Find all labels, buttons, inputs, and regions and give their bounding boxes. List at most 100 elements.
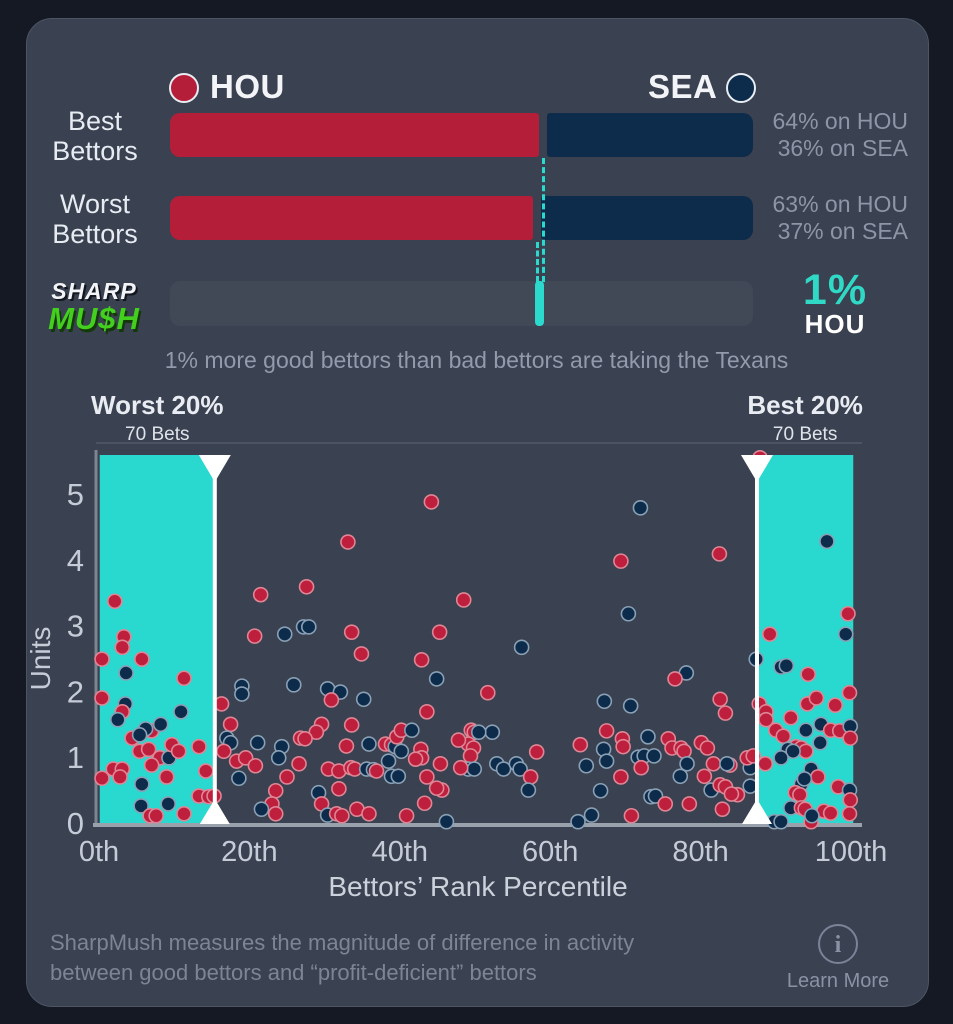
footer-description-line2: between good bettors and “profit-deficie… (50, 960, 537, 985)
scatter-point-hou (841, 684, 858, 701)
worst-bettors-hou-bar-segment (170, 196, 534, 240)
scatter-point-sea (640, 729, 656, 745)
scatter-point-sea (438, 813, 455, 830)
worst-band-subtitle: 70 Bets (125, 424, 189, 445)
scatter-point-hou (143, 757, 160, 773)
x-tick-label: 0th (79, 836, 119, 868)
scatter-point-sea (393, 743, 410, 760)
best-band-title: Best 20% (747, 390, 863, 420)
best-bettors-label-line1: Best (67, 106, 123, 136)
sharpmush-logo-sharp: SHARP (51, 278, 137, 304)
scatter-point-hou (613, 553, 629, 569)
scatter-point-sea (570, 813, 586, 830)
best-bettors-sea-note: 36% on SEA (777, 135, 908, 161)
scatter-point-hou (676, 743, 692, 760)
scatter-point-sea (679, 755, 695, 772)
scatter-point-hou (334, 807, 350, 824)
scatter-point-sea (819, 533, 835, 550)
best-bettors-bar (170, 113, 753, 157)
scatter-point-hou (407, 751, 424, 767)
y-tick-label: 2 (67, 674, 84, 709)
scatter-point-sea (578, 757, 595, 774)
scatter-point-hou (783, 709, 799, 726)
scatter-point-hou (450, 732, 467, 748)
best-band-flag-bottom-icon[interactable] (742, 799, 772, 824)
best-band-subtitle: 70 Bets (773, 424, 837, 445)
scatter-point-sea (118, 665, 134, 681)
scatter-point-sea (672, 768, 689, 785)
scatter-point-hou (134, 651, 150, 667)
scatter-point-sea (231, 770, 247, 787)
worst-band-flag-top-icon[interactable] (198, 455, 231, 482)
scatter-point-hou (94, 690, 110, 706)
scatter-point-sea (513, 639, 530, 656)
scatter-point-hou (479, 684, 496, 701)
best-bettors-sea-bar-segment (547, 113, 753, 157)
scatter-point-hou (222, 716, 239, 733)
scatter-point-hou (615, 738, 631, 755)
scatter-point-hou (528, 744, 545, 760)
scatter-point-sea (173, 703, 189, 720)
best-band-flag-top-icon[interactable] (741, 455, 773, 482)
scatter-point-hou (361, 805, 377, 822)
scatter-point-sea (773, 813, 789, 830)
scatter-point-hou (798, 743, 814, 760)
scatter-point-hou (323, 692, 340, 708)
hou-legend-dot-icon (169, 73, 199, 103)
scatter-point-hou (633, 759, 649, 776)
scatter-point-sea (495, 761, 512, 777)
scatter-point-sea (285, 677, 302, 693)
scatter-point-sea (253, 801, 270, 817)
scatter-point-hou (841, 805, 858, 822)
scatter-point-hou (170, 743, 187, 760)
scatter-point-hou (340, 534, 356, 550)
x-axis-title: Bettors’ Rank Percentile (328, 871, 627, 902)
info-icon[interactable]: i (818, 924, 858, 964)
best-bettors-label-line2: Bettors (52, 136, 138, 166)
scatter-point-hou (94, 651, 110, 667)
scatter-point-sea (596, 693, 613, 710)
scatter-point-hou (338, 738, 355, 754)
worst-band-flag-bottom-icon[interactable] (199, 799, 230, 824)
scatter-point-hou (705, 755, 722, 772)
scatter-point-hou (331, 780, 347, 797)
scatter-point-sea (270, 750, 287, 766)
scatter-point-sea (620, 605, 637, 622)
scatter-point-hou (717, 705, 734, 721)
scatter-point-hou (216, 743, 232, 760)
worst-bettors-label: Worst Bettors (30, 189, 160, 249)
worst-bettors-label-line1: Worst (59, 189, 130, 219)
scatter-point-hou (792, 786, 808, 803)
sea-legend-dot-icon (726, 73, 756, 103)
learn-more-button[interactable]: Learn More (786, 970, 890, 992)
scatter-point-hou (822, 805, 839, 821)
scatter-point-sea (131, 727, 148, 743)
bettor-rank-scatter-chart: Worst 20% 70 Bets Best 20% 70 Bets 0 1 2 3 4 5 Uni… (25, 390, 887, 902)
scatter-point-sea (778, 657, 795, 674)
y-tick-label: 1 (67, 740, 84, 775)
scatter-point-hou (696, 768, 713, 785)
scatter-point-hou (428, 780, 445, 796)
scatter-point-hou (267, 805, 284, 822)
scatter-point-sea (390, 768, 407, 785)
y-tick-label: 0 (67, 806, 84, 841)
y-axis-title: Units (25, 627, 56, 691)
scatter-point-hou (681, 796, 698, 812)
scatter-point-hou (252, 586, 269, 603)
scatter-point-sea (632, 500, 649, 516)
scatter-point-hou (714, 801, 731, 817)
scatter-point-hou (158, 769, 175, 785)
scatter-point-hou (462, 748, 479, 764)
scatter-point-sea (598, 753, 615, 769)
scatter-point-sea (110, 711, 126, 728)
differential-track-bar (170, 281, 753, 326)
scatter-point-sea (301, 619, 317, 635)
scatter-point-sea (798, 722, 814, 739)
scatter-point-hou (757, 755, 774, 772)
y-tick-label: 5 (67, 477, 84, 512)
scatter-point-sea (583, 807, 600, 823)
scatter-point-hou (613, 769, 629, 785)
scatter-point-sea (719, 755, 735, 772)
scatter-point-sea (592, 782, 609, 799)
